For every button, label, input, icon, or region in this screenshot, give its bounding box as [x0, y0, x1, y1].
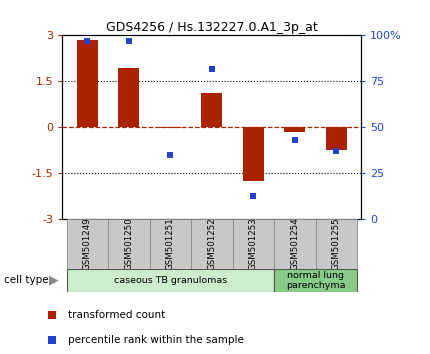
Point	[315, 0, 322, 4]
Text: GSM501250: GSM501250	[124, 217, 133, 270]
Text: ▶: ▶	[49, 274, 59, 287]
Bar	[233, 219, 274, 269]
Bar	[326, 127, 347, 149]
Text: normal lung
parenchyma: normal lung parenchyma	[286, 271, 345, 290]
Bar	[150, 219, 191, 269]
Point	[208, 66, 215, 72]
Bar	[67, 269, 274, 292]
Point	[315, 224, 322, 229]
Bar	[243, 127, 264, 181]
Point	[333, 149, 340, 154]
Bar	[274, 269, 357, 292]
Bar	[118, 68, 139, 127]
Text: GSM501252: GSM501252	[207, 217, 216, 270]
Bar	[274, 219, 316, 269]
Text: transformed count: transformed count	[68, 310, 165, 320]
Bar	[108, 219, 150, 269]
Bar	[67, 219, 108, 269]
Text: cell type: cell type	[4, 275, 49, 285]
Bar	[316, 219, 357, 269]
Bar	[284, 127, 305, 132]
Bar	[160, 127, 181, 128]
Bar	[191, 219, 233, 269]
Point	[84, 38, 91, 44]
Text: percentile rank within the sample: percentile rank within the sample	[68, 335, 243, 344]
Point	[292, 137, 298, 143]
Bar	[77, 40, 98, 127]
Point	[167, 152, 174, 158]
Point	[125, 38, 132, 44]
Bar	[201, 93, 222, 127]
Title: GDS4256 / Hs.132227.0.A1_3p_at: GDS4256 / Hs.132227.0.A1_3p_at	[106, 21, 318, 34]
Text: GSM501249: GSM501249	[83, 217, 92, 270]
Text: caseous TB granulomas: caseous TB granulomas	[114, 276, 227, 285]
Text: GSM501251: GSM501251	[166, 217, 175, 270]
Text: GSM501255: GSM501255	[332, 217, 341, 270]
Text: GSM501253: GSM501253	[249, 217, 258, 270]
Point	[250, 193, 257, 198]
Text: GSM501254: GSM501254	[290, 217, 299, 270]
